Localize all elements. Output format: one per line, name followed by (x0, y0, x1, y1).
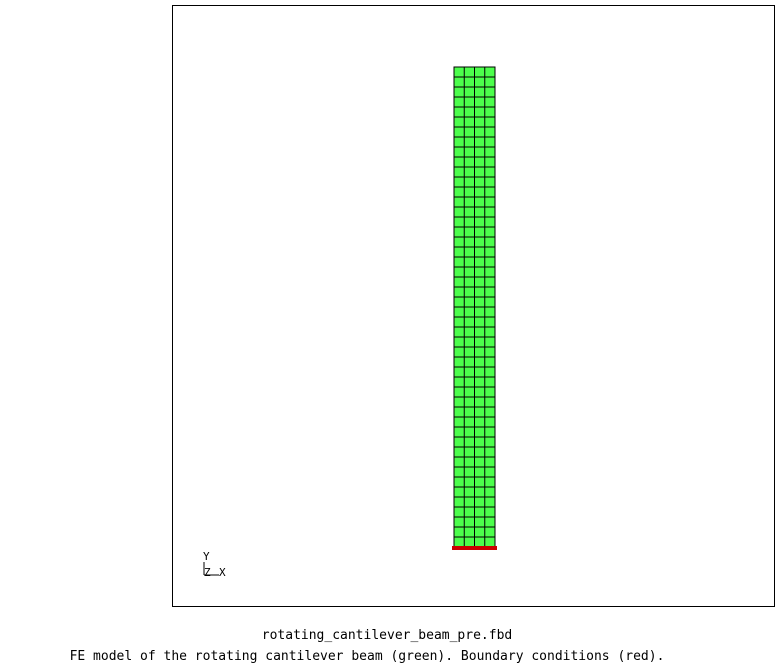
triad-z-label: Z (204, 566, 211, 579)
graphics-viewport[interactable]: Y Z X (172, 5, 775, 607)
figure-description: FE model of the rotating cantilever beam… (69, 649, 665, 664)
axis-triad: Y Z X (203, 550, 226, 579)
fe-mesh (452, 66, 497, 550)
boundary-condition (452, 546, 497, 550)
triad-y-label: Y (203, 550, 210, 563)
triad-x-label: X (219, 566, 226, 579)
figure-filename: rotating_cantilever_beam_pre.fbd (261, 628, 513, 643)
